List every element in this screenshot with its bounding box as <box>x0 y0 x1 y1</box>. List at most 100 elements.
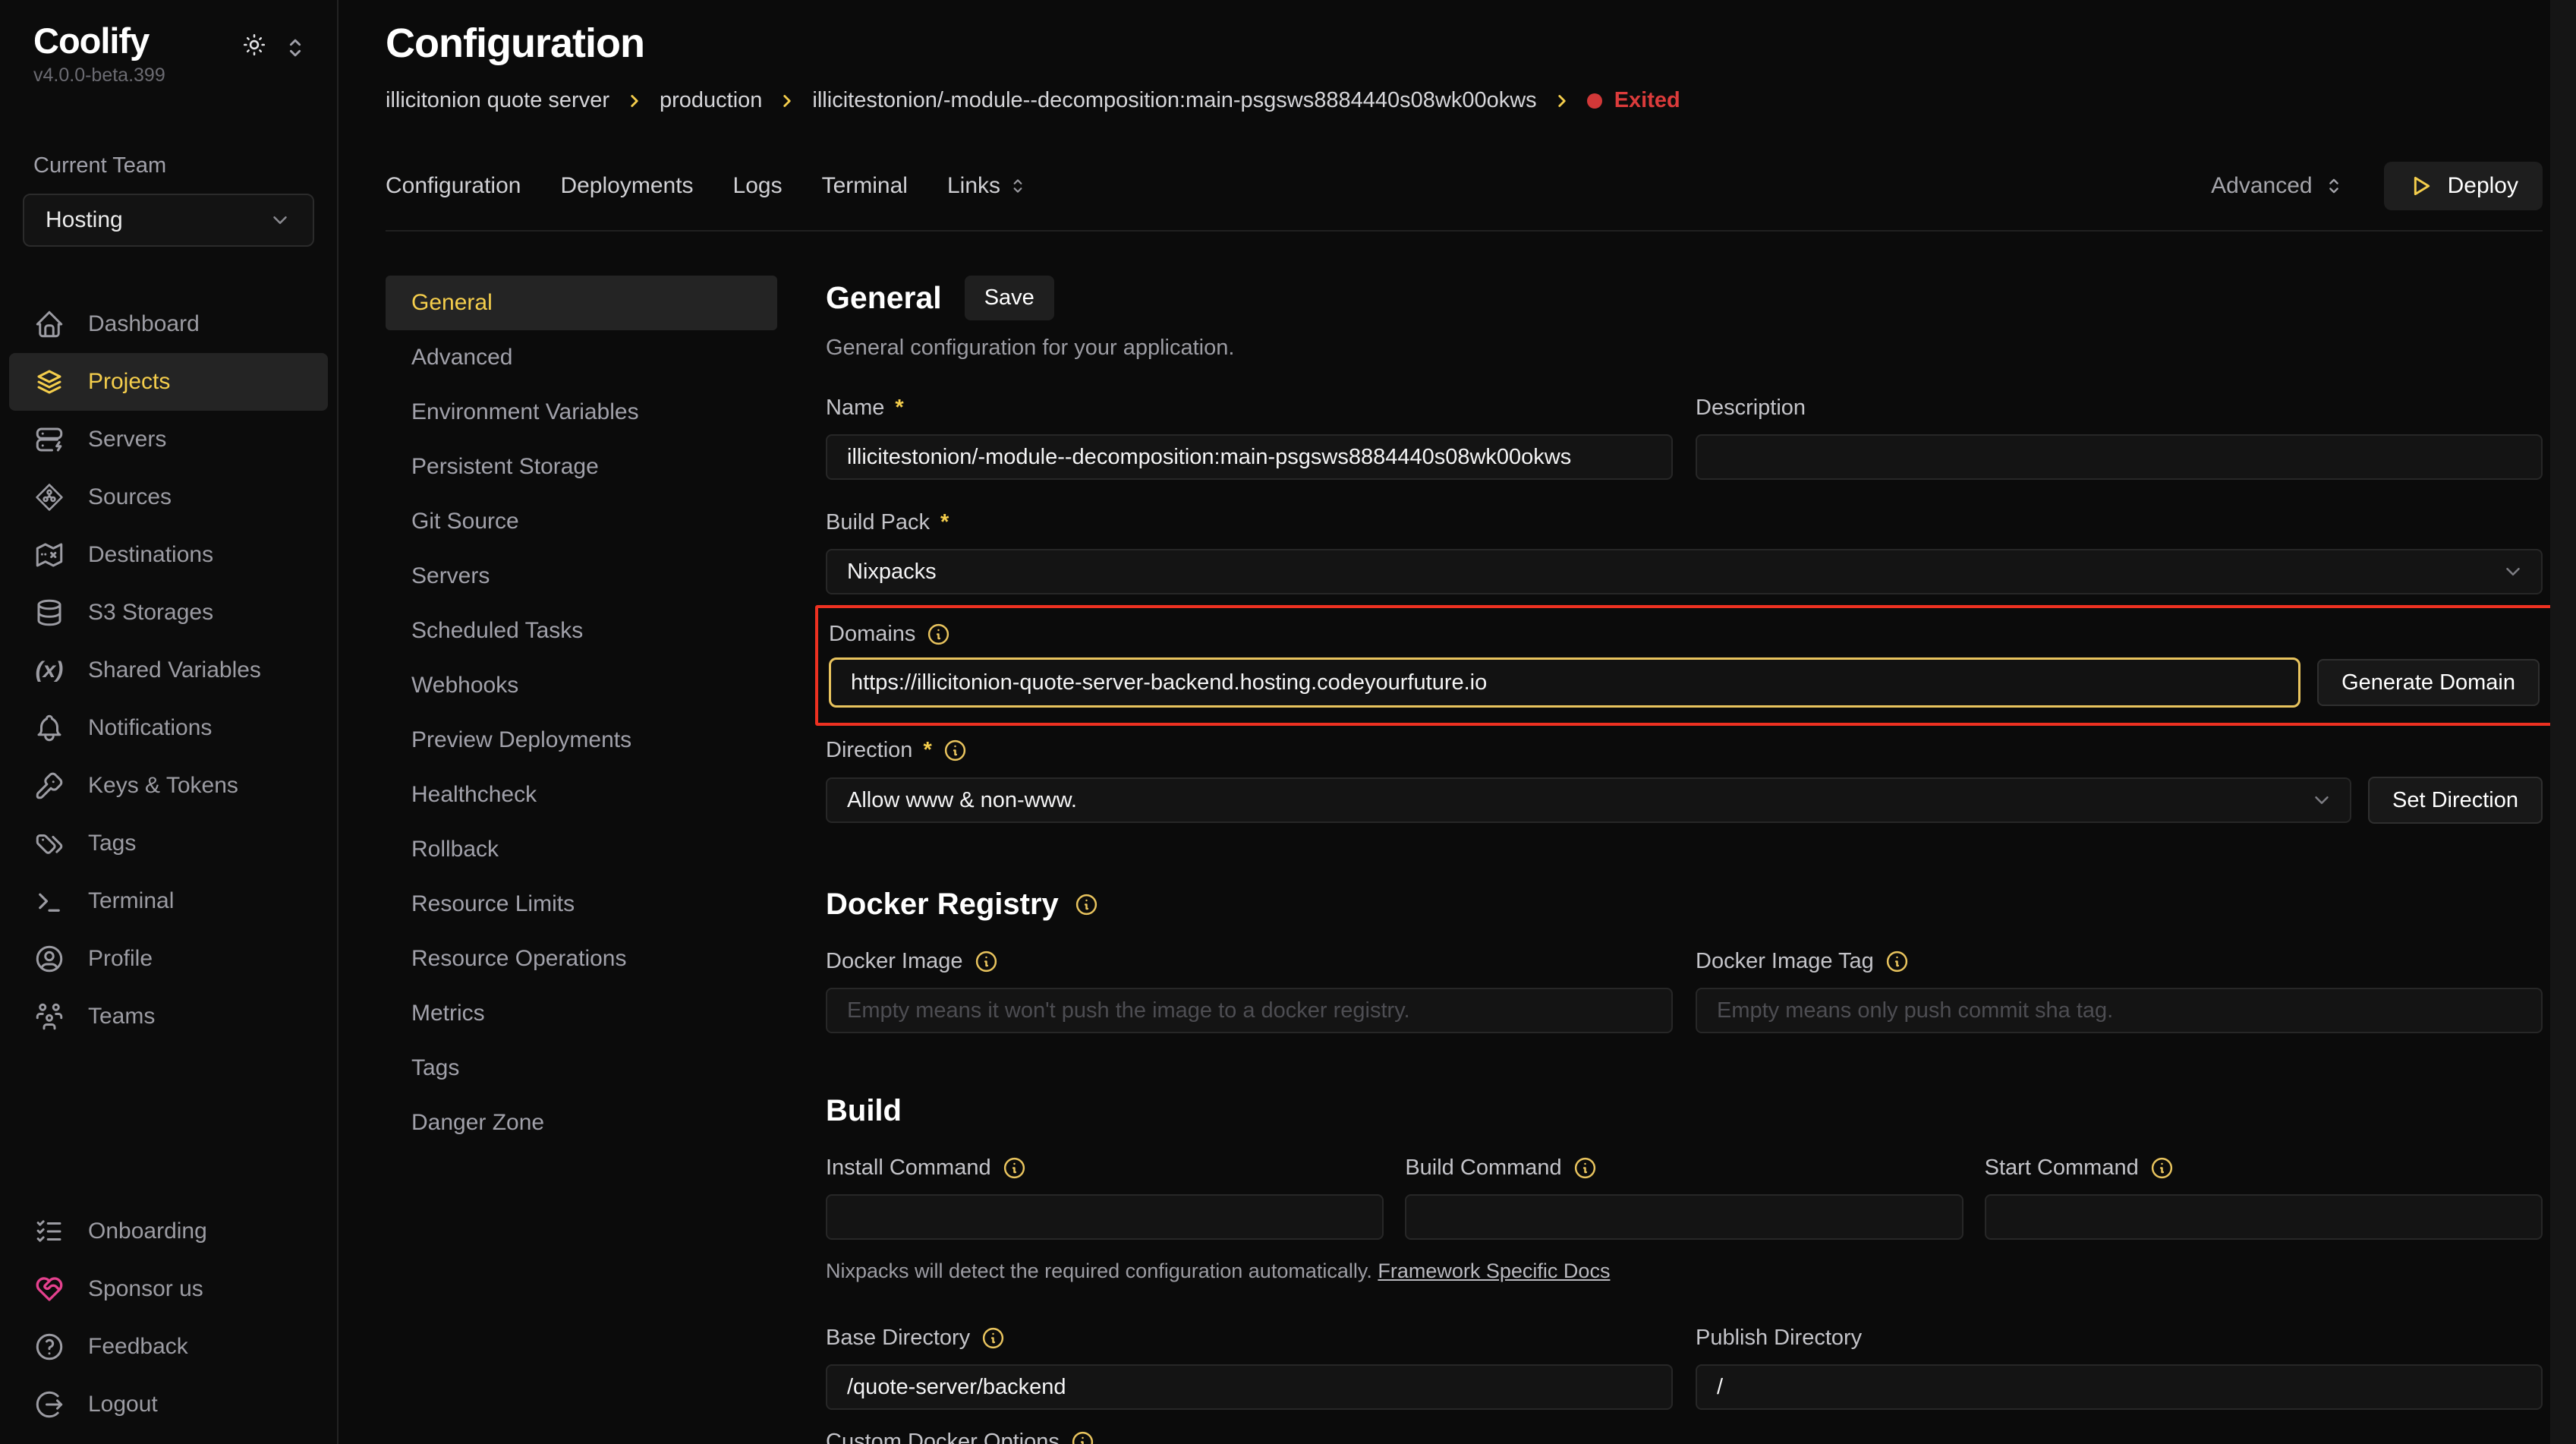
sidebar-item-dashboard[interactable]: Dashboard <box>0 295 337 353</box>
publish-directory-input[interactable] <box>1696 1364 2543 1410</box>
home-icon <box>36 311 63 338</box>
chevron-right-icon <box>631 94 638 107</box>
domains-label: Domains <box>829 622 916 646</box>
breadcrumb-application[interactable]: illicitestonion/-module--decomposition:m… <box>812 88 1537 112</box>
key-icon <box>36 772 63 799</box>
set-direction-button[interactable]: Set Direction <box>2367 777 2543 824</box>
config-nav-scheduled-tasks[interactable]: Scheduled Tasks <box>411 618 584 643</box>
sidebar-item-projects[interactable]: Projects <box>9 353 328 411</box>
current-team-label: Current Team <box>33 153 167 178</box>
config-nav-general[interactable]: General <box>386 276 777 330</box>
description-input[interactable] <box>1696 434 2543 480</box>
direction-select[interactable] <box>826 777 2351 823</box>
build-pack-label: Build Pack <box>826 510 931 534</box>
sidebar-item-profile[interactable]: Profile <box>0 930 337 988</box>
breadcrumb: illicitonion quote server production ill… <box>386 88 2543 113</box>
framework-docs-link[interactable]: Framework Specific Docs <box>1378 1260 1611 1282</box>
team-select[interactable]: Hosting <box>23 194 314 247</box>
sidebar-item-sources[interactable]: Sources <box>0 468 337 526</box>
config-nav-webhooks[interactable]: Webhooks <box>411 673 519 698</box>
info-icon[interactable] <box>1002 1156 1027 1181</box>
required-asterisk: * <box>940 510 949 534</box>
scrollbar-track[interactable] <box>2550 0 2576 1444</box>
info-icon[interactable] <box>1573 1156 1598 1181</box>
chevrons-up-down-icon <box>2329 178 2338 194</box>
info-icon[interactable] <box>926 622 951 647</box>
domains-input[interactable] <box>829 657 2301 708</box>
page-title: Configuration <box>386 20 645 66</box>
config-nav-healthcheck[interactable]: Healthcheck <box>411 782 537 807</box>
sidebar-item-notifications[interactable]: Notifications <box>0 699 337 757</box>
info-icon[interactable] <box>974 949 999 974</box>
start-command-input[interactable] <box>1984 1194 2543 1240</box>
play-icon <box>2414 176 2430 196</box>
sidebar-item-shared-variables[interactable]: (x) Shared Variables <box>0 642 337 699</box>
config-nav-environment-variables[interactable]: Environment Variables <box>411 399 639 424</box>
info-icon[interactable] <box>1074 892 1099 917</box>
docker-image-tag-input[interactable] <box>1696 988 2543 1033</box>
tab-logs[interactable]: Logs <box>732 173 783 198</box>
config-nav-resource-operations[interactable]: Resource Operations <box>411 946 627 971</box>
breadcrumb-environment[interactable]: production <box>659 88 763 112</box>
name-label: Name <box>826 396 885 420</box>
theme-selector-chevrons-icon[interactable] <box>282 35 302 57</box>
sidebar-item-keys-tokens[interactable]: Keys & Tokens <box>0 757 337 815</box>
chevrons-up-down-icon <box>1013 179 1022 193</box>
sidebar-item-teams[interactable]: Teams <box>0 988 337 1045</box>
info-icon[interactable] <box>2149 1156 2174 1181</box>
install-command-input[interactable] <box>826 1194 1384 1240</box>
config-nav-git-source[interactable]: Git Source <box>411 509 519 534</box>
required-asterisk: * <box>895 396 904 420</box>
direction-value[interactable] <box>826 777 2351 823</box>
info-icon[interactable] <box>1885 949 1910 974</box>
chevron-right-icon <box>1558 94 1566 107</box>
name-input[interactable] <box>826 434 1673 480</box>
config-nav-resource-limits[interactable]: Resource Limits <box>411 891 575 916</box>
config-nav-advanced[interactable]: Advanced <box>411 345 513 370</box>
sidebar-item-feedback[interactable]: Feedback <box>0 1318 337 1376</box>
sidebar-item-sponsor-us[interactable]: Sponsor us <box>0 1260 337 1318</box>
config-nav-servers[interactable]: Servers <box>411 563 490 588</box>
tab-deployments[interactable]: Deployments <box>560 173 694 198</box>
sidebar-item-s3-storages[interactable]: S3 Storages <box>0 584 337 642</box>
sidebar-item-logout[interactable]: Logout <box>0 1376 337 1433</box>
info-icon[interactable] <box>1070 1430 1095 1444</box>
sidebar-item-destinations[interactable]: Destinations <box>0 526 337 584</box>
build-command-input[interactable] <box>1405 1194 1963 1240</box>
sidebar-item-servers[interactable]: Servers <box>0 411 337 468</box>
section-subtitle: General configuration for your applicati… <box>826 336 1235 360</box>
build-pack-value[interactable] <box>826 549 2543 594</box>
tab-terminal[interactable]: Terminal <box>821 173 908 198</box>
build-pack-select[interactable] <box>826 549 2543 594</box>
base-directory-input[interactable] <box>826 1364 1673 1410</box>
info-icon[interactable] <box>943 738 968 763</box>
save-button[interactable]: Save <box>964 276 1054 320</box>
config-nav-preview-deployments[interactable]: Preview Deployments <box>411 727 632 752</box>
tags-icon <box>36 834 63 854</box>
sidebar-item-onboarding[interactable]: Onboarding <box>0 1203 337 1260</box>
theme-sun-icon[interactable] <box>241 32 267 58</box>
config-nav-danger-zone[interactable]: Danger Zone <box>411 1110 545 1135</box>
breadcrumb-project[interactable]: illicitonion quote server <box>386 88 609 112</box>
tab-links[interactable]: Links <box>947 173 1028 199</box>
status-label: Exited <box>1614 88 1680 112</box>
advanced-menu[interactable]: Advanced <box>2211 173 2344 199</box>
general-form: General Save General configuration for y… <box>777 276 2553 1444</box>
info-icon[interactable] <box>981 1326 1006 1351</box>
config-nav-metrics[interactable]: Metrics <box>411 1001 485 1026</box>
domains-highlight-box: Domains Generate Domain <box>815 605 2553 726</box>
sidebar: Coolify v4.0.0-beta.399 Current Team Hos… <box>0 0 339 1444</box>
sidebar-item-terminal[interactable]: Terminal <box>0 872 337 930</box>
config-nav-rollback[interactable]: Rollback <box>411 837 499 862</box>
database-icon <box>37 599 61 626</box>
sidebar-item-tags[interactable]: Tags <box>0 815 337 872</box>
deploy-button[interactable]: Deploy <box>2383 162 2543 210</box>
nixpacks-note: Nixpacks will detect the required config… <box>826 1260 1611 1282</box>
install-command-label: Install Command <box>826 1156 991 1180</box>
tab-configuration[interactable]: Configuration <box>386 173 521 198</box>
config-nav-tags[interactable]: Tags <box>411 1055 460 1080</box>
docker-image-input[interactable] <box>826 988 1673 1033</box>
git-source-icon <box>36 484 63 511</box>
config-nav-persistent-storage[interactable]: Persistent Storage <box>411 454 599 479</box>
generate-domain-button[interactable]: Generate Domain <box>2317 659 2540 706</box>
